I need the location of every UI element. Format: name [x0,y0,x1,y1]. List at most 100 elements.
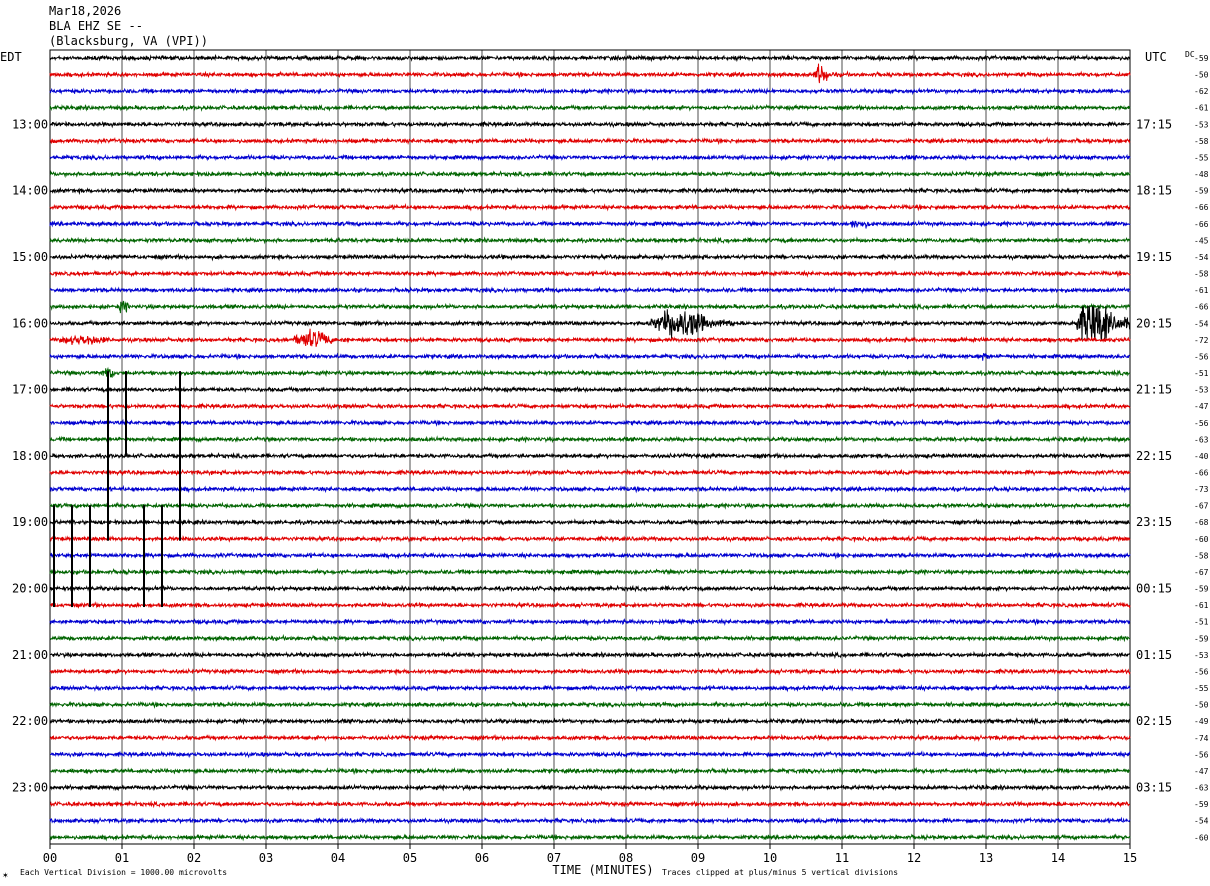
dc-offset-label: -66 [1194,469,1209,478]
dc-offset-label: -59 [1194,54,1209,63]
right-hour-label: 23:15 [1136,515,1172,529]
x-tick-label: 01 [115,851,129,865]
dc-offset-label: -68 [1194,518,1209,527]
dc-offset-label: -47 [1194,767,1209,776]
dc-offset-label: -62 [1194,87,1209,96]
trace-row-37 [49,667,1131,676]
trace-row-43 [50,766,1131,776]
dc-offset-label: -61 [1194,104,1209,113]
trace-row-5 [49,136,1131,146]
right-hour-label: 20:15 [1136,316,1172,330]
usgs-logo-icon: ✶ [2,871,9,880]
trace-row-24 [49,451,1131,460]
dc-offset-label: -59 [1194,800,1209,809]
left-hour-label: 19:00 [12,515,48,529]
trace-row-6 [49,153,1131,162]
trace-row-40 [49,717,1131,726]
left-hour-label: 14:00 [12,184,48,198]
dc-offset-label: -53 [1194,120,1209,129]
dc-offset-label: -54 [1194,817,1209,826]
right-hour-label: 17:15 [1136,117,1172,131]
dc-offset-label: -60 [1194,833,1209,842]
x-tick-label: 12 [907,851,921,865]
trace-row-31 [49,567,1131,577]
dc-offset-label: -61 [1194,601,1209,610]
dc-offset-label: -61 [1194,286,1209,295]
trace-row-3 [49,103,1131,112]
dc-offset-label: -55 [1194,153,1209,162]
left-hour-label: 17:00 [12,383,48,397]
trace-row-38 [49,683,1131,693]
trace-row-0 [49,53,1131,63]
trace-row-2 [49,87,1131,96]
x-tick-label: 13 [979,851,993,865]
dc-offset-label: -59 [1194,187,1209,196]
left-hour-label: 16:00 [12,316,48,330]
right-hour-label: 18:15 [1136,184,1172,198]
scale-note: Each Vertical Division = 1000.00 microvo… [20,868,227,877]
trace-row-28 [49,518,1131,527]
x-tick-label: 08 [619,851,633,865]
clip-note: Traces clipped at plus/minus 5 vertical … [662,868,898,877]
left-hour-label: 22:00 [12,714,48,728]
dc-offset-label: -53 [1194,651,1209,660]
x-tick-label: 11 [835,851,849,865]
trace-row-12 [49,252,1131,262]
x-tick-label: 15 [1123,851,1137,865]
trace-row-13 [49,269,1131,278]
trace-row-46 [49,816,1131,825]
trace-row-25 [49,468,1131,477]
dc-offset-label: -55 [1194,684,1209,693]
chart-date: Mar18,2026 [49,4,122,18]
dc-offset-label: -60 [1194,535,1209,544]
right-hour-label: 22:15 [1136,449,1172,463]
trace-row-1 [49,63,1131,84]
trace-row-26 [49,484,1131,494]
trace-row-7 [49,170,1131,179]
trace-row-22 [49,418,1131,428]
dc-offset-label: -66 [1194,220,1209,229]
station-location: (Blacksburg, VA (VPI)) [49,34,208,48]
right-hour-label: 19:15 [1136,250,1172,264]
dc-offset-label: -51 [1194,618,1209,627]
dc-label: DC [1185,50,1195,59]
dc-offset-label: -67 [1194,502,1209,511]
trace-row-9 [49,203,1131,212]
trace-row-21 [49,402,1131,411]
trace-row-10 [49,219,1131,229]
trace-row-16 [49,304,1131,341]
trace-row-27 [49,501,1131,510]
x-tick-label: 10 [763,851,777,865]
right-hour-label: 02:15 [1136,714,1172,728]
left-hour-label: 13:00 [12,117,48,131]
left-timezone-label: EDT [0,50,22,64]
x-tick-label: 05 [403,851,417,865]
dc-offset-label: -47 [1194,402,1209,411]
dc-offset-label: -50 [1194,701,1209,710]
dc-offset-label: -58 [1194,551,1209,560]
x-tick-label: 07 [547,851,561,865]
right-hour-label: 03:15 [1136,781,1172,795]
trace-row-20 [49,385,1131,394]
dc-offset-label: -67 [1194,568,1209,577]
dc-offset-label: -58 [1194,270,1209,279]
x-tick-label: 06 [475,851,489,865]
dc-offset-label: -56 [1194,667,1209,676]
trace-row-36 [49,650,1131,660]
dc-offset-label: -53 [1194,386,1209,395]
trace-row-30 [50,551,1131,560]
right-hour-label: 01:15 [1136,648,1172,662]
dc-offset-label: -54 [1194,319,1209,328]
trace-row-47 [49,833,1131,842]
station-code: BLA EHZ SE -- [49,19,143,33]
trace-row-23 [49,435,1131,444]
right-hour-label: 21:15 [1136,383,1172,397]
left-hour-label: 23:00 [12,781,48,795]
trace-row-17 [49,328,1131,347]
dc-offset-label: -56 [1194,750,1209,759]
x-tick-label: 14 [1051,851,1065,865]
x-axis-title: TIME (MINUTES) [552,863,653,877]
trace-row-35 [49,633,1131,643]
